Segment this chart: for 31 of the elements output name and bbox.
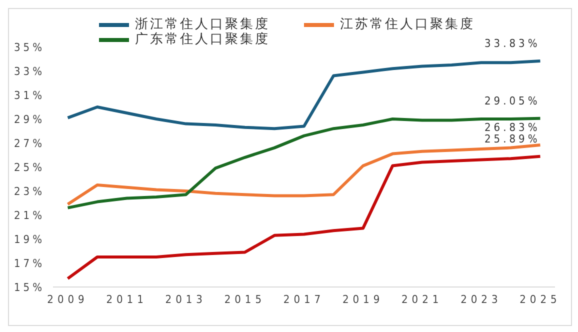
legend-label: 浙江常住人口聚集度: [135, 17, 270, 32]
y-tick-label: 31%: [14, 88, 45, 102]
data-label: 26.83%: [484, 121, 540, 134]
data-label: 33.83%: [484, 37, 540, 50]
x-tick-label: 2017: [283, 292, 325, 306]
y-tick-label: 29%: [14, 112, 45, 126]
x-tick-label: 2015: [224, 292, 266, 306]
y-tick-label: 27%: [14, 136, 45, 150]
y-tick-label: 35%: [14, 40, 45, 54]
y-tick-label: 19%: [14, 232, 45, 246]
data-label: 25.89%: [484, 132, 540, 146]
x-tick-label: 2013: [165, 292, 206, 306]
legend-label: 江苏常住人口聚集度: [340, 17, 475, 32]
legend-label: 广东常住人口聚集度: [135, 32, 270, 47]
line-series: [66, 144, 542, 206]
y-tick-label: 25%: [14, 160, 45, 174]
x-tick-label: 2011: [106, 292, 148, 306]
x-tick-label: 2023: [460, 292, 502, 306]
x-tick-label: 2009: [47, 292, 88, 306]
line-series: [66, 116, 542, 210]
y-tick-label: 33%: [14, 64, 45, 78]
x-tick-label: 2021: [402, 292, 443, 306]
x-tick-label: 2025: [520, 292, 561, 306]
y-tick-label: 15%: [14, 280, 45, 294]
y-tick-label: 21%: [14, 208, 45, 222]
y-tick-label: 17%: [14, 256, 45, 270]
line-series: [66, 60, 542, 130]
data-label: 29.05%: [484, 94, 540, 108]
x-tick-label: 2019: [342, 292, 384, 306]
line-series: [66, 154, 542, 280]
y-tick-label: 23%: [14, 184, 45, 198]
